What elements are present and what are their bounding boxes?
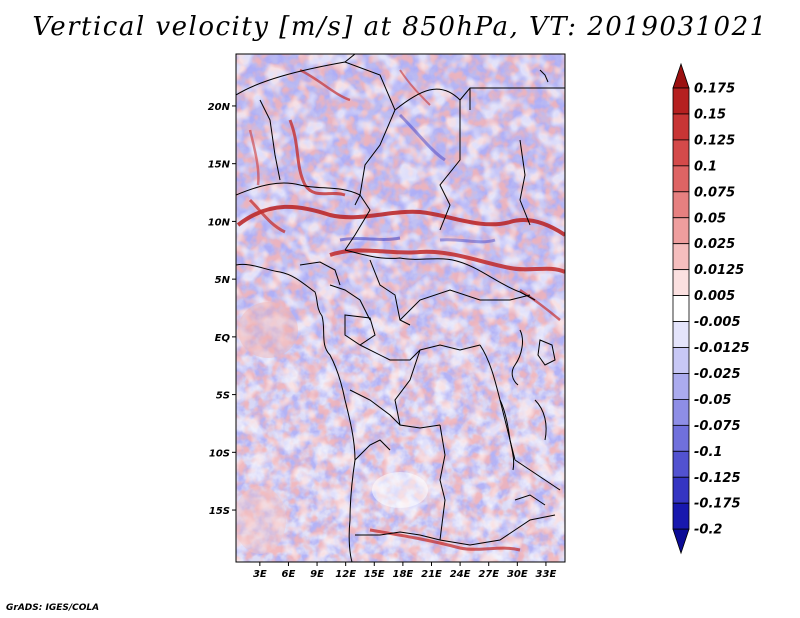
colorbar-swatch [672,321,690,348]
colorbar-swatch [672,217,690,245]
colorbar-swatch [672,450,690,478]
colorbar-label: -0.125 [694,471,741,486]
colorbar: 0.175 0.15 0.125 0.1 0.075 0.05 0.025 0.0125 0.0… [672,62,750,555]
colorbar-bottom-arrow [672,528,690,555]
longitude-axis: 3E 6E 9E 12E 15E 18E 21E 24E 27E 30E 33E [253,562,557,580]
colorbar-swatch [672,113,690,141]
colorbar-label: -0.025 [694,367,741,382]
colorbar-label: -0.1 [694,445,722,460]
lat-label: 10S [209,448,230,459]
colorbar-swatch [672,424,690,452]
lon-label: 27E [478,569,499,580]
lat-label: 5N [215,275,231,286]
lon-label: 24E [450,569,471,580]
colorbar-swatch [672,373,690,400]
colorbar-label: -0.2 [694,523,722,538]
grads-credit: GrADS: IGES/COLA [6,603,100,613]
colorbar-swatch [672,139,690,167]
colorbar-label: 0.15 [694,107,726,122]
colorbar-label: 0.05 [694,211,726,226]
colorbar-label: -0.175 [694,497,741,512]
lat-label: 15N [208,160,231,171]
colorbar-top-arrow [672,62,690,89]
lat-label: 20N [208,102,231,113]
lat-label: 10N [208,217,231,228]
colorbar-swatch [672,191,690,219]
velocity-field [236,54,565,562]
colorbar-label: 0.125 [694,133,735,148]
lon-label: 18E [393,569,414,580]
colorbar-label: 0.005 [694,289,735,304]
lon-label: 15E [364,569,385,580]
colorbar-label: -0.05 [694,393,731,408]
colorbar-swatch [672,243,690,271]
colorbar-label: 0.1 [694,159,717,174]
colorbar-swatch [672,165,690,193]
colorbar-swatch [672,87,690,115]
latitude-axis: 20N 15N 10N 5N EQ 5S 10S 15S [208,102,236,517]
colorbar-label: -0.075 [694,419,741,434]
colorbar-label: -0.0125 [694,341,750,356]
colorbar-label: 0.175 [694,82,735,97]
lon-label: 21E [421,569,442,580]
colorbar-label: 0.0125 [694,263,744,278]
chart-title: Vertical velocity [m/s] at 850hPa, VT: 2… [32,12,768,42]
lat-label: 5S [216,391,230,402]
colorbar-label: -0.005 [694,315,741,330]
lon-label: 12E [335,569,356,580]
colorbar-swatch [672,398,690,426]
lon-label: 30E [507,569,528,580]
lat-label: EQ [215,333,231,344]
colorbar-swatch [672,295,690,322]
colorbar-swatch [672,476,690,504]
colorbar-label: 0.075 [694,185,735,200]
lon-label: 9E [310,569,324,580]
map-borders [236,54,565,562]
lon-label: 3E [253,569,267,580]
colorbar-label: 0.025 [694,237,735,252]
lon-label: 6E [282,569,296,580]
lon-label: 33E [536,569,557,580]
map-frame [235,53,566,563]
lat-label: 15S [209,506,230,517]
colorbar-swatch [672,347,690,374]
colorbar-swatch [672,269,690,296]
colorbar-swatch [672,502,690,530]
